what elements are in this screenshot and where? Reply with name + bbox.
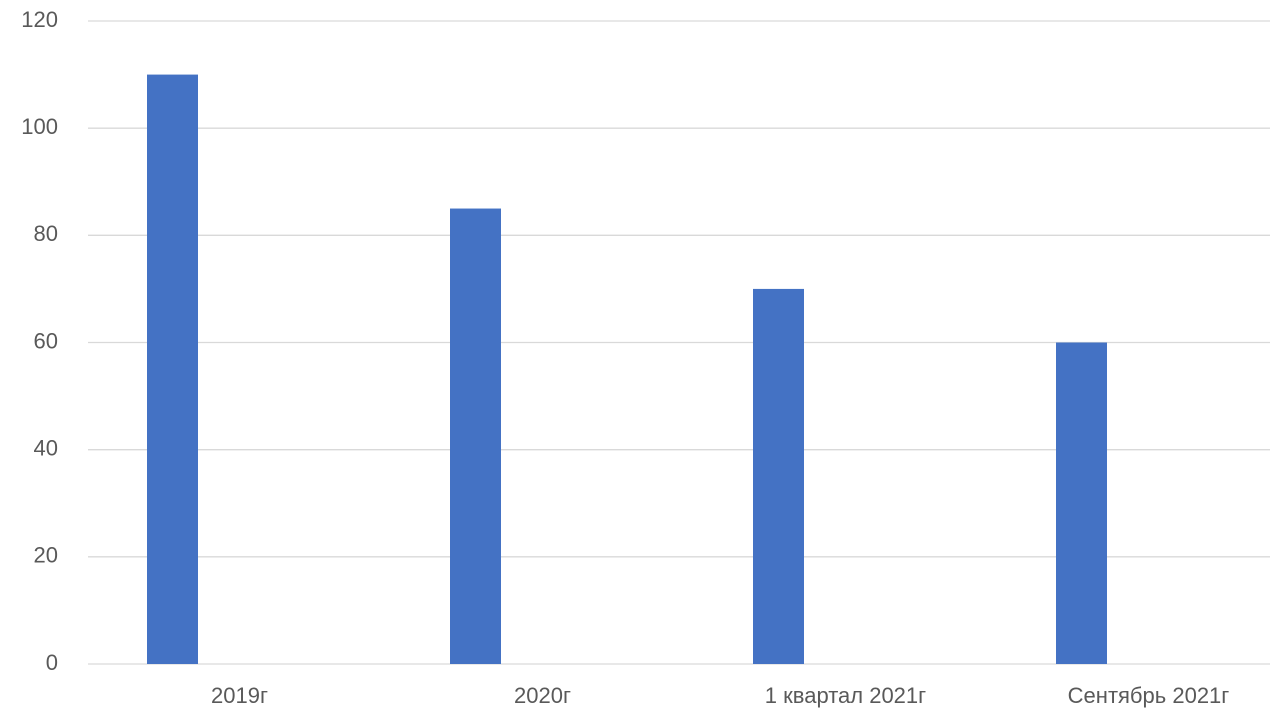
y-tick-label: 120 bbox=[21, 7, 58, 32]
y-tick-label: 100 bbox=[21, 114, 58, 139]
bar bbox=[450, 208, 501, 664]
y-tick-label: 80 bbox=[34, 221, 58, 246]
x-tick-label: 1 квартал 2021г bbox=[765, 683, 926, 708]
x-tick-label: 2019г bbox=[211, 683, 268, 708]
y-tick-label: 0 bbox=[46, 650, 58, 675]
x-tick-label: Сентябрь 2021г bbox=[1068, 683, 1230, 708]
x-tick-label: 2020г bbox=[514, 683, 571, 708]
bar bbox=[753, 288, 804, 664]
bar bbox=[1056, 342, 1107, 664]
y-tick-label: 40 bbox=[34, 435, 58, 460]
y-tick-label: 20 bbox=[34, 543, 58, 568]
bar bbox=[147, 74, 198, 665]
y-tick-label: 60 bbox=[34, 328, 58, 353]
